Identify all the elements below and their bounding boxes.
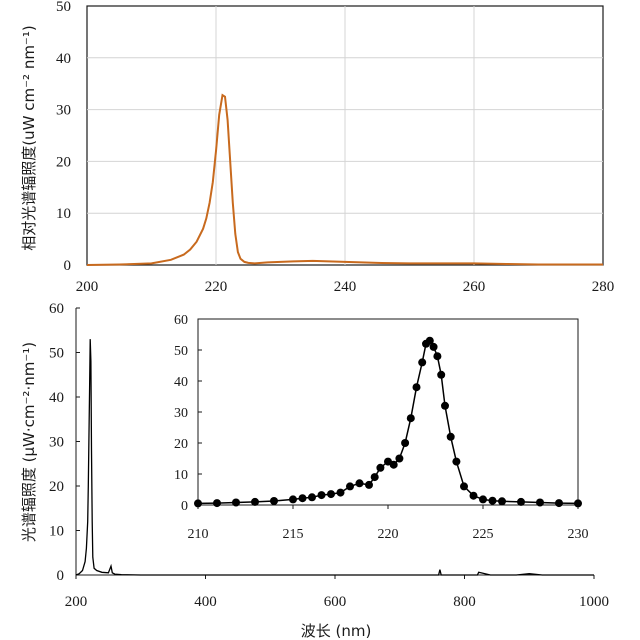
inset-data-point [517,497,525,506]
inset-data-point [555,499,563,508]
bottom-x-tick-label: 1000 [579,594,609,610]
inset-data-point [488,496,497,505]
top-y-tick-label: 50 [56,0,71,15]
bottom-y-tick-label: 10 [49,524,64,540]
bottom-x-axis-label: 波长 (nm) [301,622,372,640]
inset-data-point [194,499,202,508]
inset-x-tick-labels: 210 215 220 225 230 [188,505,589,542]
inset-data-point [365,480,373,489]
inset-data-point [346,482,354,491]
top-y-tick-label: 40 [56,51,71,67]
bottom-y-tick-label: 0 [57,568,65,584]
inset-x-tick-label: 210 [188,527,209,542]
inset-data-point [308,493,316,502]
bottom-y-tick-label: 20 [49,479,64,495]
inset-data-point [479,495,487,504]
inset-data-point [437,370,446,379]
bottom-y-tick-label: 50 [49,346,64,362]
bottom-x-tick-label: 200 [65,594,88,610]
inset-y-tick-label: 50 [174,344,188,359]
bottom-y-tick-label: 30 [49,435,64,451]
inset-data-point [289,495,297,504]
inset-x-tick-label: 220 [378,527,399,542]
inset-y-tick-label: 20 [174,437,188,452]
inset-data-point [460,482,468,491]
inset-data-point [317,491,326,500]
top-y-tick-label: 10 [56,206,71,222]
bottom-x-tick-label: 600 [324,594,347,610]
top-y-tick-label: 20 [56,154,71,170]
bottom-y-tick-label: 40 [49,390,64,406]
inset-y-tick-label: 40 [174,375,188,390]
bottom-series-line [75,339,594,576]
top-x-tick-labels: 200 220 240 260 280 [76,279,615,295]
inset-data-point [536,498,544,507]
bottom-x-tick-label: 400 [194,594,217,610]
inset-y-tick-label: 10 [174,468,188,483]
inset-data-point [327,490,335,499]
inset-y-tick-label: 60 [174,313,188,328]
inset-data-point [469,491,478,500]
top-x-tick-label: 280 [592,279,615,295]
inset-series-line [197,339,579,505]
inset-data-point [376,463,385,472]
inset-data-point [574,499,582,508]
top-y-tick-label: 30 [56,103,71,119]
inset-data-point [298,494,307,503]
inset-plot-area [197,318,579,506]
inset-y-tick-label: 30 [174,406,188,421]
bottom-x-tick-labels: 200 400 600 800 1000 [65,575,609,610]
inset-data-point [270,497,278,505]
inset-chart: 0 10 20 30 40 50 60 210 215 220 225 230 [174,313,589,542]
inset-data-point [433,352,442,361]
inset-data-point [251,497,259,506]
inset-data-point [336,488,345,497]
inset-x-tick-label: 230 [568,527,589,542]
inset-data-point [213,499,221,508]
bottom-y-tick-label: 60 [49,301,64,317]
top-y-tick-label: 0 [64,258,72,274]
inset-data-point [446,432,455,441]
bottom-y-axis-label: 光谱辐照度 (μW·cm⁻²·nm⁻¹) [20,342,38,542]
inset-data-point [389,460,398,469]
inset-data-point [406,414,415,423]
top-x-tick-label: 240 [334,279,357,295]
inset-data-point [418,358,427,367]
bottom-x-tick-label: 800 [453,594,476,610]
top-series-line [86,93,603,266]
bottom-y-tick-labels: 0 10 20 30 40 50 60 [49,301,80,584]
inset-x-tick-label: 215 [283,527,304,542]
inset-y-tick-label: 0 [181,499,188,514]
top-x-tick-label: 260 [463,279,486,295]
inset-data-point [370,473,379,482]
top-grid [87,6,603,265]
inset-data-point [498,497,506,506]
top-x-tick-label: 200 [76,279,99,295]
inset-y-tick-labels: 0 10 20 30 40 50 60 [174,313,202,514]
inset-data-point [401,439,410,447]
inset-data-point [452,457,461,466]
inset-x-tick-label: 225 [473,527,494,542]
inset-points [194,336,582,508]
top-x-tick-label: 220 [205,279,228,295]
top-y-axis-label: 相对光谱辐照度(uW cm⁻² nm⁻¹) [20,25,38,250]
inset-data-point [429,342,438,351]
inset-data-point [412,383,421,392]
top-chart: 0 10 20 30 40 50 200 220 240 260 280 相对光谱辐照度(uW c… [20,0,614,295]
inset-data-point [441,401,449,410]
inset-data-point [395,454,404,463]
inset-data-point [355,479,364,488]
top-y-tick-labels: 0 10 20 30 40 50 [56,0,71,274]
inset-data-point [232,498,240,507]
inset-data-point [425,336,434,345]
